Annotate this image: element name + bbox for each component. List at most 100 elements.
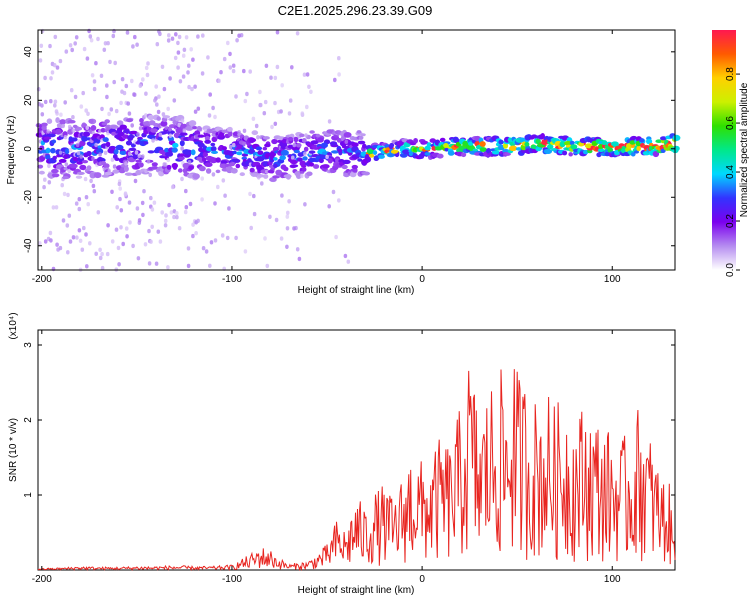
spectrogram-noise-cell [84,232,88,237]
spectrogram-noise-cell [119,225,123,230]
spectrogram-cell [236,151,243,156]
spectrogram-noise-cell [98,152,102,157]
spectrogram-noise-cell [86,202,90,207]
spectrogram-noise-cell [141,77,145,82]
spectrogram-noise-cell [193,109,198,114]
spectrogram-noise-cell [248,69,252,74]
spectrogram-noise-cell [180,146,184,151]
spectrogram-noise-cell [78,238,83,243]
spectrogram-noise-cell [160,64,165,70]
spectrogram-noise-cell [263,236,267,241]
spectrogram-cell [569,140,575,146]
spectrogram-cell [249,167,255,173]
spectrogram-noise-cell [51,266,56,272]
spectrogram-cell [86,150,92,157]
spectrogram-cell [301,167,307,172]
spectrogram-cell [306,171,313,177]
spectrogram-noise-cell [77,228,82,233]
spectrogram-cell [118,131,125,137]
spectrogram-noise-cell [55,65,60,70]
spectrogram-noise-cell [84,195,89,200]
spectrogram-noise-cell [96,210,101,215]
spectrogram-noise-cell [53,103,57,108]
spectrogram-cell [45,154,51,160]
spectrogram-noise-cell [305,72,310,77]
spectrogram-cell [156,116,161,121]
spectrogram-noise-cell [144,65,149,71]
spectrogram-noise-cell [167,202,171,208]
snr-xlabel: Height of straight line (km) [298,585,415,596]
spectrogram-noise-cell [150,207,155,212]
spectrogram-noise-cell [55,242,59,247]
spectrogram-cell [197,134,205,138]
spectrogram-noise-cell [40,112,45,117]
spectrogram-cell [363,171,370,176]
spectrogram-noise-cell [287,111,292,116]
spectrogram-cell [114,148,119,155]
spectrogram-noise-cell [131,243,135,249]
spectrogram-cell [504,152,511,156]
spectrogram-noise-cell [234,235,238,241]
spectrogram-cell [204,135,210,141]
spectrogram-noise-cell [217,78,221,84]
spectrogram-cell [239,172,245,177]
spectrogram-cell [55,128,62,135]
spectrogram-noise-cell [69,88,74,93]
spectrogram-noise-cell [258,102,263,108]
spectrogram-noise-cell [154,261,159,266]
y-tick-label: 40 [23,46,34,58]
spectrogram-noise-cell [61,123,65,129]
spectrogram-noise-cell [228,51,232,57]
spectrogram-cell [100,128,106,133]
spectrogram-noise-cell [67,124,72,130]
spectrogram-noise-cell [147,228,151,234]
spectrogram-cell [150,128,158,133]
spectrogram-noise-cell [173,55,178,61]
spectrogram-noise-cell [158,132,163,137]
spectrogram-noise-cell [166,157,171,163]
spectrogram-cell [139,141,145,145]
spectrogram-cell [114,157,120,161]
spectrogram-noise-cell [100,251,104,257]
colorbar-tick-label: 0.2 [725,214,736,228]
spectrogram-noise-cell [76,151,81,156]
spectrogram-noise-cell [260,181,264,186]
spectrogram-noise-cell [49,238,53,243]
spectrogram-noise-cell [141,212,145,218]
x-tick-label: -100 [222,574,242,585]
spectrogram-noise-cell [49,99,53,104]
spectrogram-noise-cell [168,133,173,138]
spectrogram-noise-cell [207,113,212,118]
spectrogram-noise-cell [177,226,182,231]
spectrogram-cell [357,140,366,145]
spectrogram-cell [148,134,156,140]
spectrogram-cell [660,136,667,141]
spectrogram-cell [352,167,358,173]
spectrogram-cell [452,136,459,143]
spectrogram-cells [35,28,681,272]
spectrogram-noise-cell [146,61,150,66]
spectrogram-noise-cell [59,112,63,117]
spectrogram-noise-cell [184,35,189,40]
spectrogram-cell [303,146,309,152]
spectrogram-noise-cell [252,193,256,199]
spectrogram-noise-cell [177,34,182,40]
spectrogram-noise-cell [144,113,148,118]
spectrogram-cell [76,171,85,175]
x-tick-label: 0 [419,574,425,585]
spectrogram-cell [357,158,363,162]
spectrogram-cell [262,136,270,140]
spectrogram-cell [204,139,212,144]
spectrogram-cell [50,147,56,154]
spectrogram-noise-cell [176,65,180,70]
spectrogram-cell [611,141,619,147]
figure-title: C2E1.2025.296.23.39.G09 [278,3,433,18]
spectrogram-cell [192,173,200,180]
spectrogram-cell [646,138,653,145]
spectrogram-cell [251,130,259,136]
spectrogram-noise-cell [89,178,93,184]
spectrogram-noise-cell [156,109,161,115]
colorbar-tick-label: 0.0 [725,263,736,277]
spectrogram-noise-cell [88,241,92,246]
spectrogram-noise-cell [227,206,231,211]
